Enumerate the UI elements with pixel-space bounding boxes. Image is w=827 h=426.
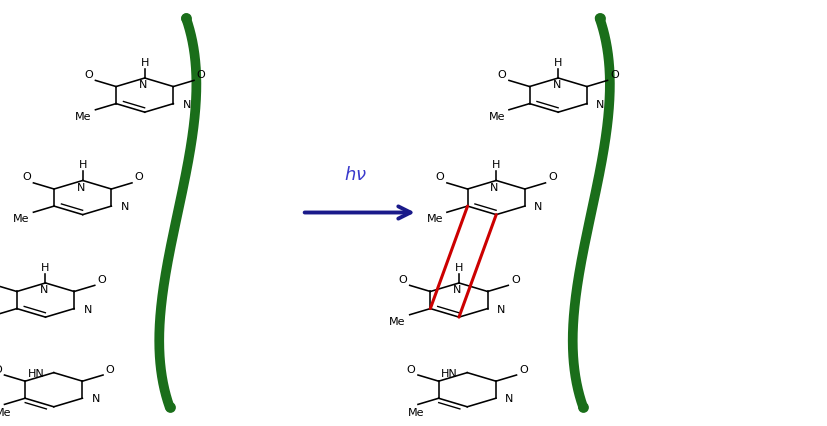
Text: H: H: [79, 160, 87, 170]
Text: N: N: [490, 182, 499, 193]
Text: O: O: [22, 172, 31, 182]
Text: O: O: [399, 274, 407, 284]
Text: N: N: [183, 99, 191, 109]
Text: N: N: [505, 393, 514, 403]
Text: O: O: [498, 70, 506, 80]
Text: O: O: [0, 364, 2, 374]
Text: HN: HN: [28, 368, 45, 378]
Text: Me: Me: [13, 213, 30, 224]
Text: O: O: [407, 364, 415, 374]
Text: O: O: [511, 274, 519, 284]
Text: Me: Me: [408, 408, 424, 417]
Point: [163, 403, 176, 410]
Text: N: N: [40, 285, 48, 295]
Text: N: N: [453, 285, 461, 295]
Text: N: N: [534, 201, 543, 212]
Text: H: H: [455, 262, 463, 272]
Text: O: O: [436, 172, 444, 182]
Text: Me: Me: [75, 111, 92, 121]
Text: N: N: [497, 304, 505, 314]
Text: O: O: [548, 172, 557, 182]
Text: H: H: [41, 262, 50, 272]
Text: O: O: [519, 364, 528, 374]
Text: N: N: [121, 201, 129, 212]
Text: N: N: [596, 99, 605, 109]
Point: [179, 16, 193, 23]
Text: H: H: [554, 58, 562, 67]
Text: N: N: [84, 304, 92, 314]
Text: O: O: [106, 364, 114, 374]
Text: O: O: [135, 172, 143, 182]
Text: O: O: [610, 70, 619, 80]
Point: [576, 403, 590, 410]
Text: HN: HN: [442, 368, 458, 378]
Text: O: O: [98, 274, 106, 284]
Text: N: N: [139, 80, 147, 90]
Text: Me: Me: [0, 408, 11, 417]
Text: N: N: [552, 80, 561, 90]
Text: O: O: [197, 70, 205, 80]
Text: O: O: [84, 70, 93, 80]
Text: H: H: [492, 160, 500, 170]
Text: N: N: [92, 393, 100, 403]
Text: H: H: [141, 58, 149, 67]
Text: Me: Me: [390, 316, 406, 326]
Text: N: N: [77, 182, 85, 193]
Text: $h\nu$: $h\nu$: [344, 165, 367, 183]
Text: Me: Me: [489, 111, 505, 121]
Text: Me: Me: [427, 213, 443, 224]
Point: [593, 16, 606, 23]
